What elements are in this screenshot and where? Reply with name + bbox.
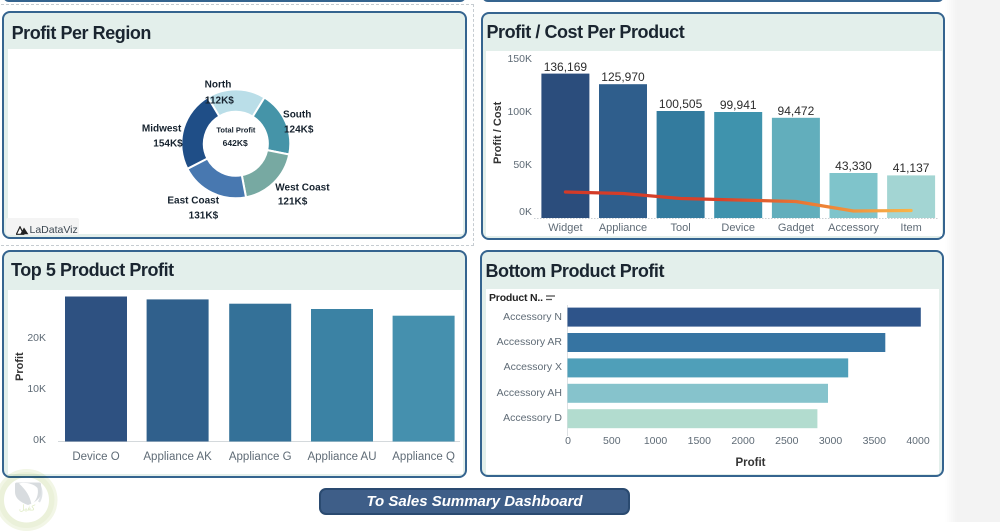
svg-text:كفيل: كفيل [19,504,36,513]
